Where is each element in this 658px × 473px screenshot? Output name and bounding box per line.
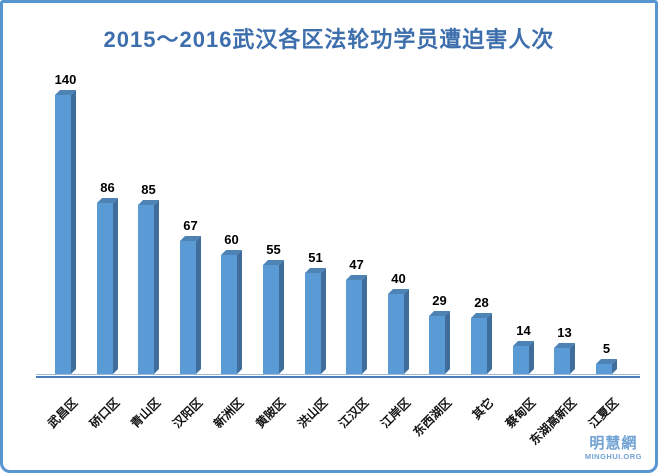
- bar: [97, 198, 118, 374]
- chart-title: 2015～2016武汉各区法轮功学员遭迫害人次: [103, 27, 555, 52]
- bar: [513, 341, 534, 374]
- bar: [180, 236, 201, 374]
- category-label: 东西湖区: [410, 395, 455, 440]
- category-label: 蔡甸区: [502, 395, 539, 431]
- category-label: 其它: [469, 395, 497, 423]
- bar: [388, 289, 409, 374]
- bar-value-label: 14: [516, 323, 531, 338]
- category-label: 洪山区: [294, 395, 331, 431]
- category-label: 汉阳区: [169, 395, 206, 431]
- bar-value-label: 67: [183, 218, 198, 233]
- bar-value-label: 51: [308, 250, 323, 265]
- category-label: 江夏区: [585, 395, 622, 431]
- category-label: 武昌区: [44, 395, 81, 431]
- bar-value-label: 40: [391, 271, 406, 286]
- x-axis-major-line: [36, 376, 640, 378]
- category-label: 江汉区: [335, 395, 372, 431]
- bar-value-label: 55: [266, 242, 281, 257]
- bar-value-label: 60: [224, 232, 239, 247]
- category-label: 新洲区: [210, 395, 247, 431]
- bar: [221, 250, 242, 374]
- bar-value-label: 28: [474, 295, 489, 310]
- bar: [471, 313, 492, 374]
- category-label: 黄陂区: [252, 395, 289, 431]
- bar-value-label: 47: [349, 257, 364, 272]
- x-axis-minor-line: [36, 374, 640, 375]
- minghui-watermark: 明慧網 MINGHUI.ORG: [585, 436, 642, 461]
- bar: [429, 311, 450, 374]
- bar: [346, 275, 367, 374]
- bar: [55, 90, 76, 374]
- bar-value-label: 86: [100, 180, 115, 195]
- bar: [138, 200, 159, 374]
- minghui-watermark-chinese: 明慧網: [589, 435, 638, 453]
- bar: [596, 359, 617, 374]
- chart-area: 140 武昌区 86 硚口区 85 青山区 67 汉阳区 60 新洲区 55 黄陂区 51 洪山区 47 江汉…: [3, 3, 655, 470]
- category-label: 江岸区: [377, 395, 414, 431]
- category-label: 青山区: [127, 395, 164, 431]
- bar-value-label: 29: [432, 293, 447, 308]
- bar: [554, 343, 575, 374]
- category-label: 硚口区: [86, 395, 123, 431]
- bar-value-label: 5: [602, 341, 611, 356]
- bar-value-label: 85: [141, 182, 156, 197]
- bar: [263, 260, 284, 374]
- minghui-watermark-english: MINGHUI.ORG: [584, 451, 642, 461]
- bar: [305, 268, 326, 374]
- bar-value-label: 140: [54, 72, 77, 87]
- bar-value-label: 13: [557, 325, 572, 340]
